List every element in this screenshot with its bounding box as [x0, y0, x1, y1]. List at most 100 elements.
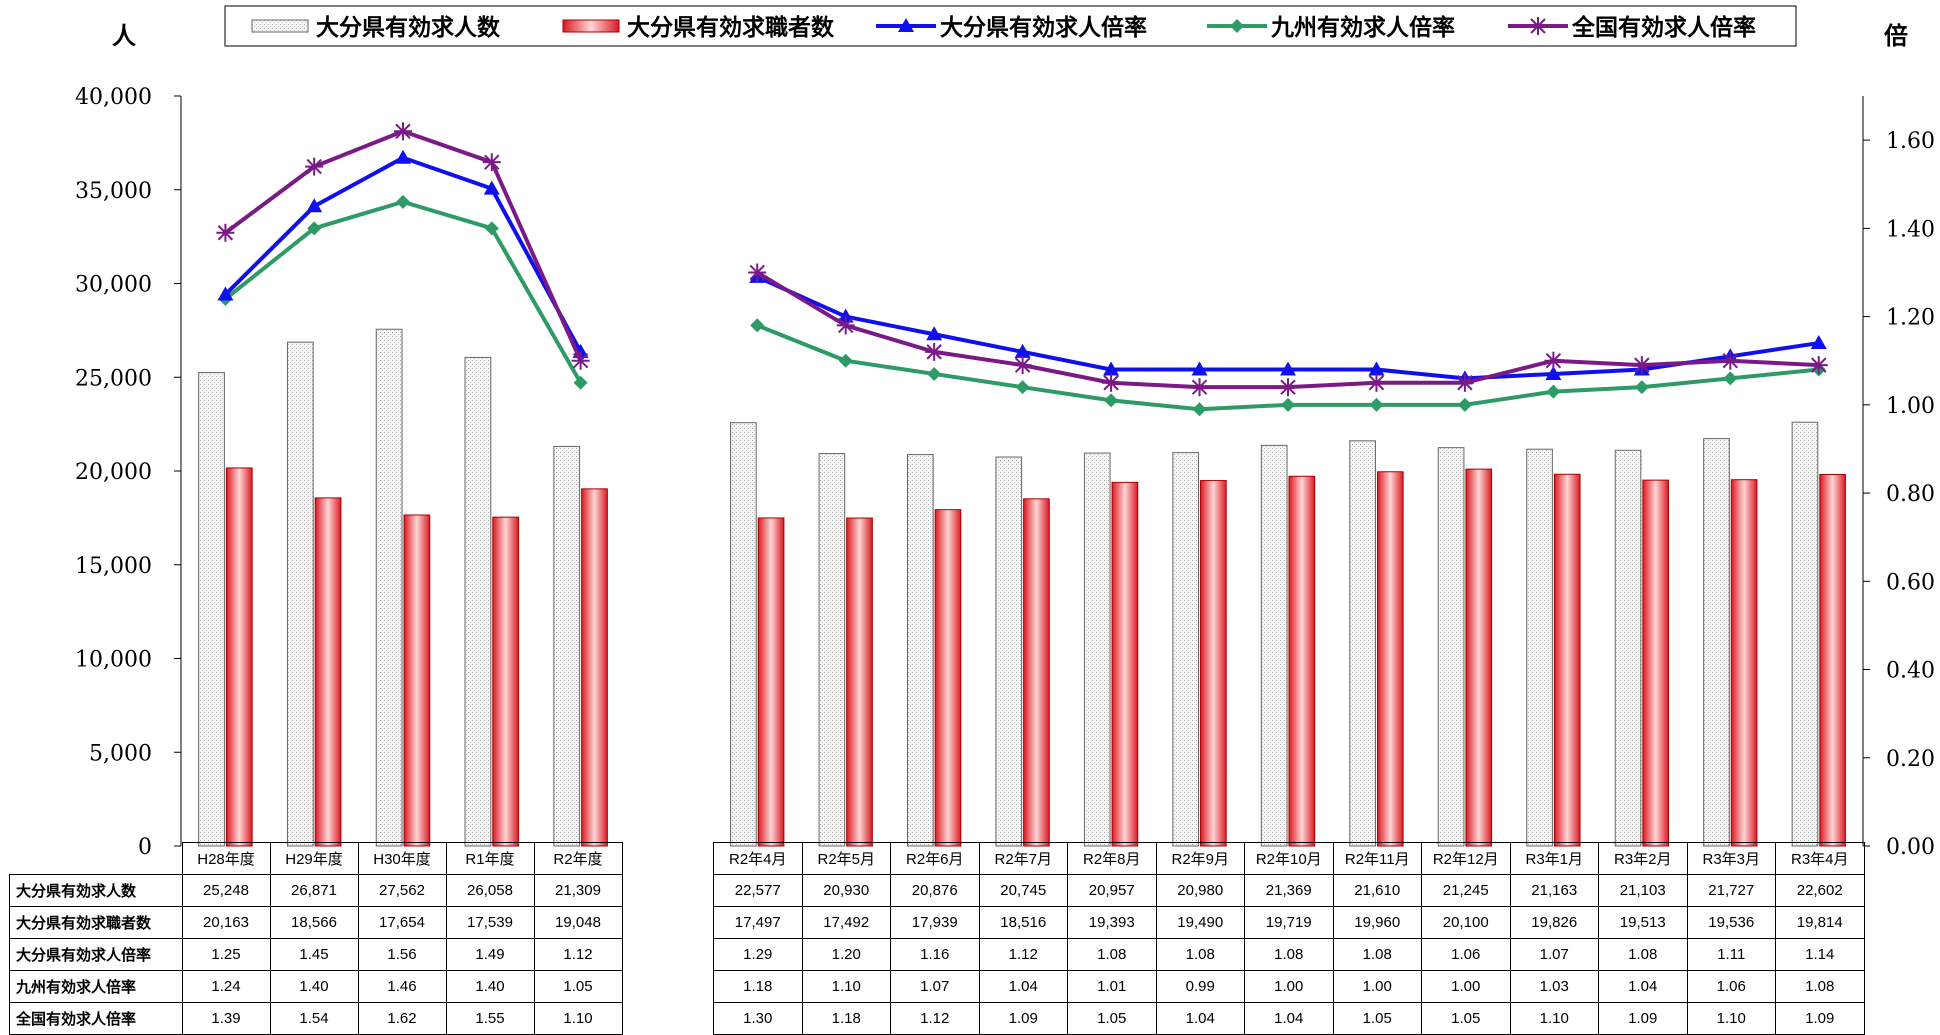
- table-header-cell: R2年11月: [1332, 842, 1422, 875]
- right-tick-label: 0.20: [1886, 747, 1935, 772]
- table-cell: 1.03: [1509, 970, 1599, 1003]
- asterisk-marker: [1013, 356, 1032, 375]
- diamond-marker: [484, 221, 499, 236]
- bar-job-openings: [553, 445, 581, 847]
- diamond-marker: [1457, 397, 1472, 412]
- table-cell: 1.00: [1421, 970, 1511, 1003]
- table-cell: 25,248: [181, 874, 271, 907]
- table-cell: 1.56: [357, 938, 447, 971]
- table-cell: 1.10: [801, 970, 891, 1003]
- table-cell: 27,562: [357, 874, 447, 907]
- table-row: 1.18 1.10 1.07 1.04 1.01 0.99 1.00 1.00 1.00 1.03…: [713, 970, 1865, 1003]
- diamond-marker: [1281, 397, 1295, 412]
- triangle-marker: [1810, 335, 1827, 350]
- bar-job-openings: [286, 341, 314, 847]
- table-cell: 19,490: [1155, 906, 1245, 939]
- table-cell: 1.06: [1421, 938, 1511, 971]
- bar-job-openings: [375, 328, 403, 847]
- table-cell: 20,980: [1155, 874, 1245, 907]
- bar-job-seekers: [403, 514, 431, 847]
- asterisk-marker: [925, 342, 944, 361]
- bar-job-seekers: [314, 497, 342, 847]
- legend-label: 大分県有効求人数: [316, 14, 501, 41]
- bar-job-seekers: [1553, 473, 1581, 847]
- table-cell: 19,719: [1244, 906, 1334, 939]
- diamond-marker: [307, 221, 322, 236]
- left-tick-label: 5,000: [89, 741, 152, 766]
- table-cell: 1.24: [181, 970, 271, 1003]
- diamond-marker: [1192, 402, 1207, 417]
- table-corner: [10, 843, 183, 875]
- triangle-marker: [837, 308, 854, 323]
- triangle-marker: [217, 286, 234, 301]
- table-row: 22,577 20,930 20,876 20,745 20,957 20,980 21,3…: [713, 874, 1865, 907]
- table-cell: 18,566: [269, 906, 359, 939]
- diamond-marker: [927, 366, 942, 381]
- ratio-line-1: [224, 199, 583, 384]
- table-header-cell: R2年10月: [1244, 842, 1334, 875]
- diamond-marker: [396, 194, 410, 209]
- legend-label: 全国有効求人倍率: [1571, 14, 1756, 41]
- left-tick-label: 20,000: [75, 460, 152, 485]
- bar-job-openings: [907, 454, 934, 847]
- legend-label: 大分県有効求職者数: [627, 14, 835, 41]
- asterisk-marker: [1455, 373, 1474, 392]
- table-cell: 17,492: [801, 906, 891, 939]
- diamond-marker: [573, 375, 588, 390]
- asterisk-marker: [1279, 378, 1297, 397]
- axes-layer: 0 5,000 10,000 15,000 20,000 25,000 30,000 35,0…: [75, 22, 1935, 860]
- right-tick-label: 0.80: [1886, 482, 1935, 507]
- table-cell: 20,163: [181, 906, 271, 939]
- table-cell: 1.20: [801, 938, 891, 971]
- table-cell: 1.29: [713, 938, 803, 971]
- triangle-marker: [483, 180, 500, 195]
- table-header-cell: H30年度: [357, 842, 447, 875]
- table-header-cell: R2年9月: [1155, 842, 1245, 875]
- table-cell: 1.08: [1155, 938, 1245, 971]
- triangle-marker: [926, 326, 943, 341]
- triangle-marker: [1280, 361, 1296, 376]
- diamond-marker: [1104, 393, 1119, 408]
- table-cell: 1.12: [533, 938, 623, 971]
- table-cell: 20,876: [890, 874, 980, 907]
- triangle-marker: [1103, 361, 1120, 376]
- table-cell: 1.40: [269, 970, 359, 1003]
- table-cell: 17,939: [890, 906, 980, 939]
- table-cell: 1.11: [1686, 938, 1776, 971]
- asterisk-marker: [1544, 351, 1563, 370]
- table-header-cell: R3年2月: [1598, 842, 1688, 875]
- left-tick-label: 35,000: [75, 179, 152, 204]
- table-cell: 1.00: [1332, 970, 1422, 1003]
- table-header-cell: R2年8月: [1067, 842, 1157, 875]
- legend-label: 九州有効求人倍率: [1270, 14, 1455, 41]
- bar-job-seekers: [1642, 479, 1670, 847]
- table-row-label: 大分県有効求人倍率: [9, 938, 183, 971]
- bars-layer: [198, 328, 1846, 847]
- right-tick-label: 1.00: [1886, 394, 1935, 419]
- diamond-marker: [1230, 19, 1244, 33]
- table-header-cell: H29年度: [269, 842, 359, 875]
- bar-job-seekers: [1730, 479, 1758, 847]
- table-cell: 20,745: [978, 874, 1068, 907]
- diamond-marker: [1369, 397, 1384, 412]
- asterisk-marker: [836, 316, 855, 335]
- table-cell: 1.25: [181, 938, 271, 971]
- table-cell: 1.05: [533, 970, 623, 1003]
- asterisk-marker: [1190, 378, 1209, 397]
- diamond-marker: [1634, 380, 1649, 395]
- bar-job-seekers: [1023, 498, 1050, 847]
- table-header-cell: H28年度: [181, 842, 271, 875]
- table-row: 大分県有効求職者数 20,163 18,566 17,654 17,539 19,048: [9, 906, 623, 939]
- legend: 大分県有効求人数 大分県有効求職者数 大分県有効求人倍率 九州有効求人倍率 全国有効求人…: [224, 5, 1797, 47]
- table-cell: 20,930: [801, 874, 891, 907]
- bar-job-openings: [1526, 448, 1553, 847]
- table-cell: 18,516: [978, 906, 1068, 939]
- left-tick-label: 30,000: [75, 273, 152, 298]
- legend-label: 大分県有効求人倍率: [940, 14, 1147, 41]
- ratio-line-2: [224, 129, 583, 362]
- right-tick-label: 0.40: [1886, 659, 1935, 684]
- bar-job-openings: [1083, 452, 1111, 847]
- table-cell: 22,577: [713, 874, 803, 907]
- asterisk-marker: [305, 157, 324, 176]
- table-cell: 21,245: [1421, 874, 1511, 907]
